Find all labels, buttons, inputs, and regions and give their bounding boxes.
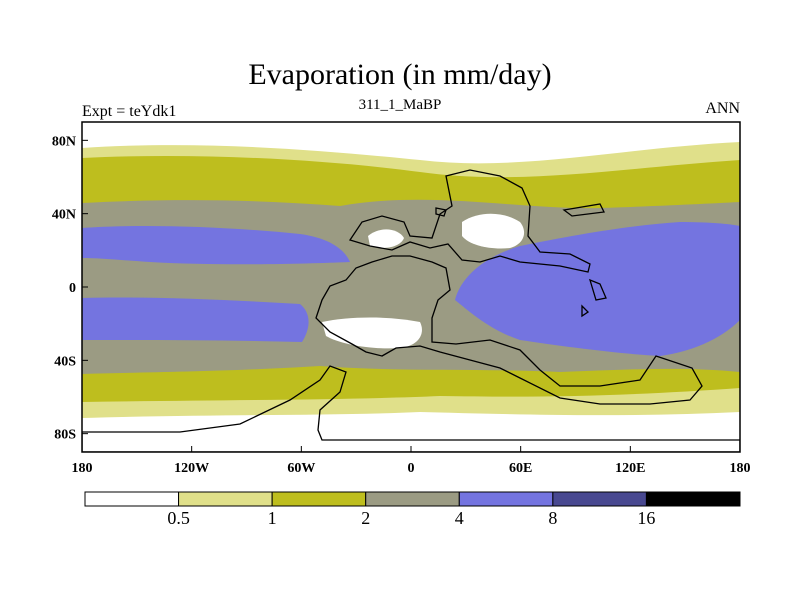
colorbar-level-label: 8 bbox=[548, 508, 557, 528]
lat-tick-label: 80N bbox=[52, 134, 76, 149]
coastline-islands bbox=[435, 203, 607, 318]
latitude-axis: 80N 40N 0 40S 80S bbox=[52, 134, 88, 443]
colorbar-swatch bbox=[645, 491, 741, 507]
colorbar-level-label: 16 bbox=[637, 508, 655, 528]
lon-tick-label: 60E bbox=[509, 461, 532, 476]
colorbar-level-label: 2 bbox=[361, 508, 370, 528]
contour-band-4-8-east bbox=[455, 222, 740, 356]
colorbar-level-label: 0.5 bbox=[167, 508, 190, 528]
colorbar-level-label: 4 bbox=[455, 508, 464, 528]
desert-north-africa bbox=[462, 213, 525, 249]
lat-tick-label: 0 bbox=[69, 281, 76, 296]
desert-central-asia bbox=[368, 229, 404, 248]
period-label: 311_1_MaBP bbox=[358, 97, 442, 113]
coastline-south-continent bbox=[315, 255, 703, 405]
plot-title: Evaporation (in mm/day) bbox=[248, 58, 552, 91]
lon-tick-label: 0 bbox=[408, 461, 415, 476]
colorbar-swatch bbox=[458, 491, 554, 507]
lon-tick-label: 120W bbox=[174, 461, 209, 476]
lat-tick-label: 80S bbox=[54, 428, 76, 443]
lon-tick-label: 120E bbox=[615, 461, 645, 476]
colorbar-swatch bbox=[178, 491, 273, 507]
lon-tick-label: 180 bbox=[730, 461, 751, 476]
evaporation-field bbox=[82, 122, 740, 452]
lat-tick-label: 40N bbox=[52, 208, 76, 223]
colorbar-swatch bbox=[552, 491, 647, 507]
contour-band-4-8-south bbox=[82, 297, 309, 342]
lon-tick-label: 60W bbox=[287, 461, 315, 476]
lat-tick-label: 40S bbox=[54, 354, 76, 369]
colorbar-swatch bbox=[84, 491, 180, 507]
colorbar-swatch bbox=[271, 491, 367, 507]
colorbar-level-label: 1 bbox=[268, 508, 277, 528]
coastline-antarctica bbox=[82, 365, 740, 452]
colorbar-swatch bbox=[365, 491, 460, 507]
continent-outlines bbox=[82, 169, 740, 452]
longitude-axis: 180 120W 60W 0 60E 120E 180 bbox=[72, 446, 751, 476]
season-label: ANN bbox=[705, 100, 740, 117]
colorbar: 0.5 1 2 4 8 16 bbox=[84, 491, 741, 528]
contour-band-4-8-north bbox=[82, 226, 350, 265]
experiment-label: Expt = teYdk1 bbox=[82, 103, 177, 120]
lon-tick-label: 180 bbox=[72, 461, 93, 476]
coastline-laurasia bbox=[348, 169, 591, 273]
